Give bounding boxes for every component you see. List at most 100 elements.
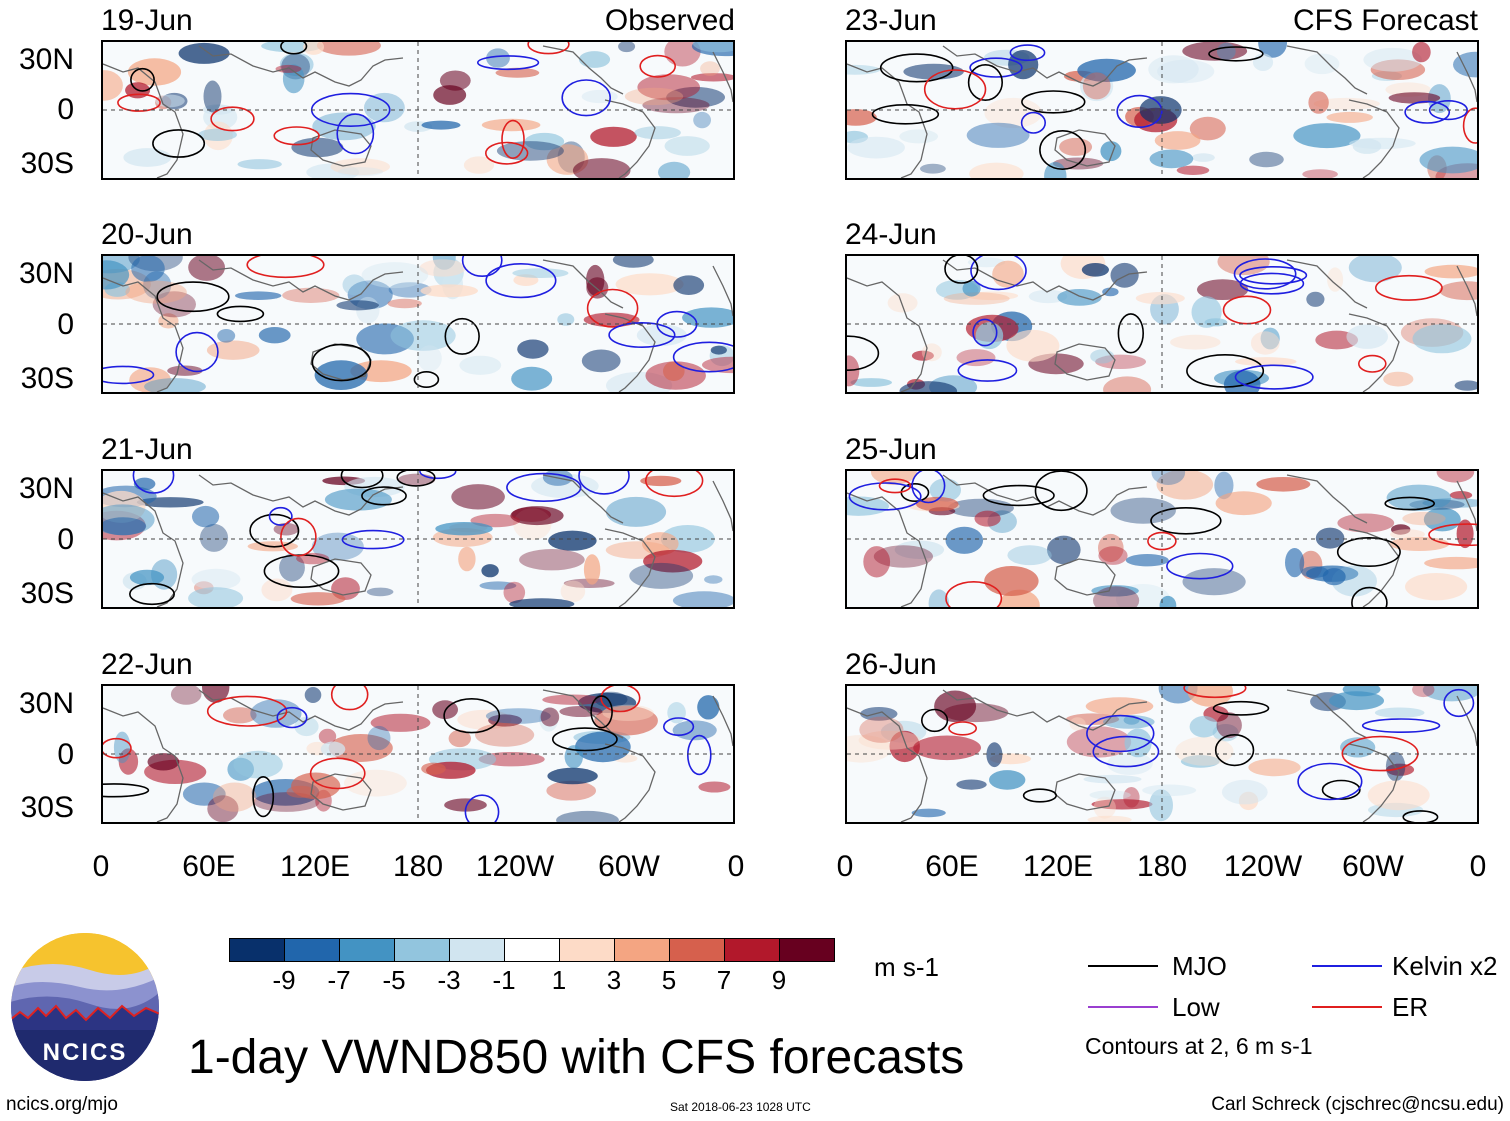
anomaly-blob: [1081, 263, 1109, 277]
anomaly-blob: [899, 129, 939, 144]
coastline: [1348, 99, 1400, 178]
anomaly-blob: [1386, 763, 1415, 776]
anomaly-blob: [123, 148, 172, 167]
anomaly-blob: [1191, 153, 1215, 162]
anomaly-blob: [421, 762, 446, 775]
coastline: [847, 707, 928, 822]
map-panel-forecast-2: [845, 254, 1479, 394]
anomaly-blob: [1402, 511, 1446, 526]
anomaly-blob: [943, 292, 1010, 305]
anomaly-blob: [1191, 296, 1222, 328]
wave-contour: [485, 263, 557, 299]
anomaly-blob: [1066, 726, 1132, 758]
coastline: [310, 558, 372, 596]
lat-label-30s-2: 30S: [20, 362, 74, 395]
footer-site-link[interactable]: ncics.org/mjo: [6, 1094, 118, 1115]
anomaly-blob: [235, 291, 282, 300]
wind-field-map: [103, 471, 733, 607]
anomaly-blob: [1090, 349, 1115, 364]
observed-title: Observed: [604, 4, 735, 37]
anomaly-blob: [182, 782, 226, 806]
anomaly-blob: [1159, 595, 1177, 607]
coastline: [1286, 259, 1368, 309]
anomaly-blob: [1383, 371, 1414, 387]
wave-contour: [878, 478, 912, 494]
wave-contour: [1336, 537, 1401, 568]
legend-line-er: [1312, 1006, 1382, 1008]
coastline: [942, 45, 1148, 87]
legend-line-low: [1088, 1006, 1158, 1008]
anomaly-blob: [1215, 491, 1272, 516]
wave-contour: [268, 506, 293, 526]
anomaly-blob: [1216, 712, 1242, 739]
wave-contour: [923, 69, 987, 110]
colorbar: [229, 938, 835, 962]
wave-contour: [967, 63, 1003, 102]
anomaly-blob: [478, 752, 545, 767]
anomaly-blob: [557, 313, 575, 326]
anomaly-blob: [847, 109, 877, 126]
anomaly-blob: [485, 708, 551, 724]
anomaly-blob: [859, 716, 904, 743]
anomaly-blob: [1412, 324, 1472, 354]
anomaly-blob: [342, 274, 366, 296]
coastline: [604, 99, 656, 178]
anomaly-blob: [634, 126, 681, 140]
anomaly-blob: [1235, 357, 1297, 367]
colorbar-label: 7: [716, 965, 732, 995]
wave-contour: [662, 717, 695, 736]
colorbar-swatch: [725, 939, 780, 961]
anomaly-blob: [1149, 789, 1173, 822]
wave-contour: [945, 581, 1003, 607]
anomaly-blob: [602, 704, 654, 721]
coastline: [198, 689, 404, 731]
wave-contour: [1212, 700, 1270, 716]
coastline: [604, 313, 656, 392]
wave-contour: [1375, 274, 1443, 301]
wave-contour: [1351, 586, 1388, 607]
date-label-observed-1: 19-Jun: [101, 4, 193, 37]
anomaly-blob: [929, 478, 961, 502]
date-label-forecast-4: 26-Jun: [845, 648, 937, 681]
anomaly-blob: [421, 120, 461, 130]
wave-contour: [551, 727, 618, 752]
lon-label-left-180: 180: [392, 850, 444, 883]
wave-contour: [1117, 313, 1144, 354]
anomaly-blob: [328, 734, 393, 762]
lat-label-eq-4: 0: [57, 738, 74, 771]
coastline: [542, 45, 624, 95]
wave-contour: [1297, 762, 1363, 801]
colorbar-label: -5: [382, 965, 406, 995]
wave-contour: [444, 317, 480, 355]
anomaly-blob: [1057, 289, 1102, 306]
anomaly-blob: [1091, 585, 1139, 597]
anomaly-blob: [984, 566, 1039, 596]
anomaly-blob: [147, 753, 180, 771]
lon-label-left-0-end: 0: [727, 850, 745, 883]
anomaly-blob: [199, 523, 229, 552]
coastline: [1348, 528, 1400, 607]
wave-contour: [948, 721, 978, 736]
colorbar-label: -3: [437, 965, 461, 995]
wave-contour: [396, 471, 436, 487]
wave-contour: [330, 686, 369, 711]
anomaly-blob: [188, 587, 244, 607]
anomaly-blob: [1367, 780, 1430, 811]
wave-contour: [1021, 90, 1086, 114]
wave-contour: [461, 256, 503, 277]
anomaly-blob: [337, 167, 384, 177]
wave-contour: [672, 341, 733, 373]
wave-contour: [1020, 111, 1046, 134]
lat-label-30s-3: 30S: [20, 577, 74, 610]
anomaly-blob: [1329, 691, 1384, 711]
anomaly-blob: [1151, 471, 1186, 485]
anomaly-blob: [702, 356, 733, 374]
coastline: [712, 695, 733, 747]
anomaly-blob: [481, 118, 541, 132]
coastline: [310, 773, 372, 811]
anomaly-blob: [956, 349, 996, 367]
anomaly-blob: [700, 61, 720, 76]
wind-field-map: [103, 686, 733, 822]
colorbar-swatch: [615, 939, 670, 961]
lat-label-eq-3: 0: [57, 523, 74, 556]
